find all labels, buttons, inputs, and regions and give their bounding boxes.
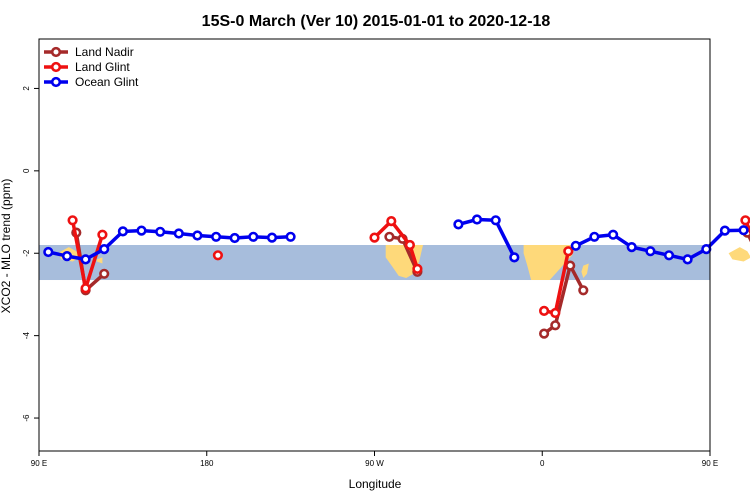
ocean-glint-point <box>173 228 184 239</box>
y-tick-label: -4 <box>22 332 31 340</box>
land-nadir-line <box>542 263 586 336</box>
ocean-glint-point <box>61 251 73 262</box>
ocean-glint-point <box>645 246 656 257</box>
ocean-glint-point <box>509 252 520 263</box>
land-glint-point <box>404 239 416 251</box>
land-madagascar <box>581 263 589 278</box>
ocean-glint-point <box>285 231 296 242</box>
x-tick-label: 90 E <box>702 459 718 468</box>
y-tick-label: -6 <box>22 414 31 422</box>
land-glint-point <box>550 307 561 319</box>
land-nadir-point <box>384 231 395 242</box>
land-glint-point <box>80 283 91 294</box>
legend-label-ocean-glint: Ocean Glint <box>75 75 139 89</box>
y-tick-label: 2 <box>22 86 31 91</box>
plot-background <box>39 245 710 281</box>
land-nadir-point <box>99 268 110 279</box>
ocean-glint-point <box>80 254 91 265</box>
land-glint-point <box>386 216 397 227</box>
legend-marker-land-glint <box>50 61 62 73</box>
land-glint-point <box>740 215 750 226</box>
land-nadir-point <box>538 328 550 339</box>
y-axis-label: XCO2 - MLO trend (ppm) <box>0 179 13 314</box>
land-africa <box>523 245 576 280</box>
land-glint-point <box>369 232 380 243</box>
ocean-glint-point <box>99 244 110 255</box>
ocean-glint-point <box>117 226 128 237</box>
ocean-glint-point <box>155 226 166 237</box>
land-glint-point <box>97 229 108 240</box>
ocean-glint-point <box>211 231 222 242</box>
land-glint-line <box>372 219 420 271</box>
ocean-glint-point <box>192 230 203 241</box>
land-glint-point <box>538 305 550 317</box>
ocean-glint-point <box>570 240 581 251</box>
land-nadir-point <box>550 320 561 331</box>
ocean-glint-line <box>574 228 746 262</box>
axes: 90 E 180 90 W 0 90 E 2 0 -2 -4 -6 <box>22 38 718 468</box>
ocean-glint-point <box>663 250 675 261</box>
legend-marker-ocean-glint <box>50 76 62 88</box>
ocean-glint-point <box>248 231 259 242</box>
x-tick-label: 90 E <box>31 459 47 468</box>
ocean-glint-point <box>471 214 483 225</box>
ocean-glint-point <box>701 244 712 255</box>
ocean-glint-point <box>626 242 637 253</box>
x-tick-label: 90 W <box>365 459 384 468</box>
land-glint-point <box>563 246 574 257</box>
land-australasia-east <box>728 247 750 262</box>
ocean-glint-point <box>607 229 619 240</box>
ocean-glint-point <box>266 232 278 243</box>
ocean-band <box>39 245 710 281</box>
y-tick-label: -2 <box>22 249 31 257</box>
ocean-glint-point <box>719 225 731 236</box>
land-glint-point <box>67 215 78 226</box>
y-tick-label: 0 <box>22 168 31 173</box>
ocean-glint-point <box>136 225 147 236</box>
ocean-glint-point <box>682 254 693 265</box>
legend-label-land-nadir: Land Nadir <box>75 45 134 59</box>
ocean-glint-point <box>589 231 600 242</box>
x-tick-label: 0 <box>540 459 545 468</box>
ocean-glint-point <box>453 219 464 230</box>
x-tick-label: 180 <box>200 459 214 468</box>
ocean-glint-point <box>490 215 501 226</box>
legend-marker-land-nadir <box>50 46 62 58</box>
ocean-glint-point <box>43 246 54 258</box>
land-glint-point <box>212 250 223 261</box>
land-glint-point <box>412 263 423 275</box>
ocean-glint-line <box>456 217 517 260</box>
series-ocean-glint <box>43 214 749 265</box>
x-axis-label: Longitude <box>349 477 402 491</box>
chart-title: 15S-0 March (Ver 10) 2015-01-01 to 2020-… <box>202 13 551 30</box>
ocean-glint-point <box>229 232 240 244</box>
series-layer <box>43 214 750 339</box>
land-islands-1 <box>96 257 103 264</box>
land-nadir-point <box>578 285 589 296</box>
ocean-glint-point <box>738 225 749 236</box>
legend-label-land-glint: Land Glint <box>75 60 130 74</box>
